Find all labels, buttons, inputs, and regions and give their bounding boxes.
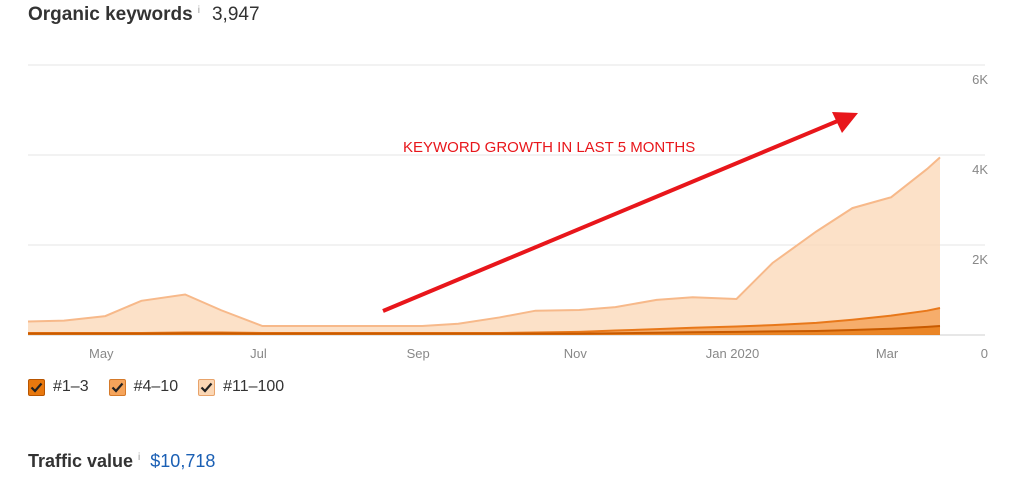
x-tick-label: Sep: [407, 346, 430, 361]
info-icon[interactable]: i: [197, 5, 200, 16]
organic-keywords-title: Organic keywords: [28, 4, 193, 25]
legend-item-4-10[interactable]: #4–10: [108, 378, 179, 396]
organic-keywords-chart: 0 2K 4K 6K May Jul Sep Nov Jan 2020 Mar KEYWORD …: [27, 64, 988, 361]
y-tick-label: 6K: [972, 72, 988, 87]
y-tick-label: 0: [981, 346, 988, 361]
legend-label: #1–3: [53, 378, 89, 395]
checkbox-icon[interactable]: [28, 378, 45, 396]
annotation-text: KEYWORD GROWTH IN LAST 5 MONTHS: [403, 139, 695, 156]
traffic-value-title: Traffic value: [28, 451, 134, 471]
chart-legend: #1–3 #4–10 #11–100: [28, 378, 284, 396]
check-icon: [111, 382, 123, 393]
traffic-value-header: Traffic value i $10,718: [28, 451, 215, 472]
legend-label: #4–10: [133, 378, 179, 395]
x-tick-label: Jan 2020: [706, 346, 760, 361]
checkbox-icon[interactable]: [198, 378, 216, 396]
y-tick-label: 4K: [972, 162, 988, 177]
annotation-arrowhead: [832, 112, 858, 133]
series-line-3: [27, 156, 941, 327]
organic-keywords-value: 3,947: [211, 4, 260, 25]
check-icon: [200, 382, 213, 393]
organic-keywords-header: Organic keywords i 3,947: [28, 4, 260, 32]
x-tick-label: Nov: [564, 346, 588, 361]
series-line-1: [28, 325, 941, 335]
check-icon: [30, 382, 43, 393]
x-tick-label: Jul: [250, 346, 267, 361]
legend-item-1-3[interactable]: #1–3: [28, 378, 89, 396]
legend-label: #11–100: [223, 378, 285, 395]
traffic-value-amount: $10,718: [150, 451, 216, 471]
x-tick-label: Mar: [876, 346, 899, 361]
annotation-arrow: [382, 118, 841, 313]
x-tick-label: May: [89, 346, 114, 361]
legend-item-11-100[interactable]: #11–100: [198, 378, 284, 396]
checkbox-icon[interactable]: [108, 378, 126, 396]
area-series-3: [28, 157, 940, 333]
y-tick-label: 2K: [972, 252, 988, 267]
info-icon[interactable]: i: [138, 452, 141, 463]
